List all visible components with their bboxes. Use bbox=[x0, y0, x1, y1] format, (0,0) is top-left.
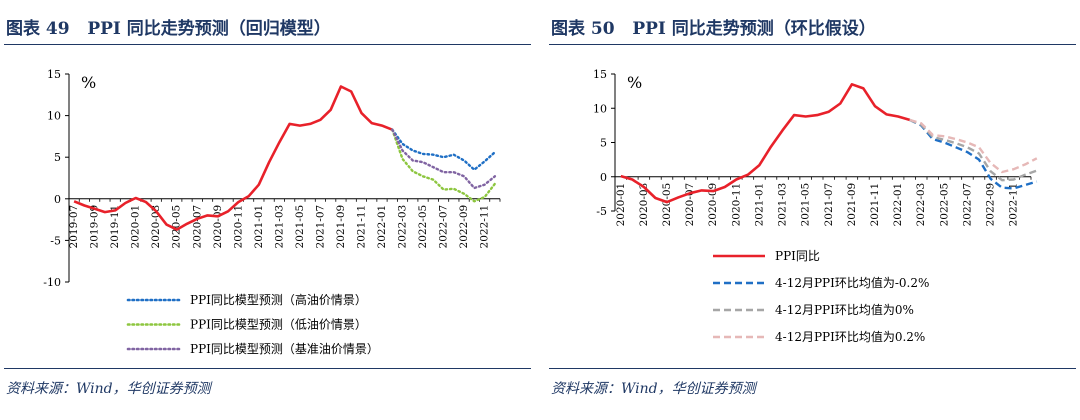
x-tick-label: 2019-09 bbox=[89, 205, 101, 249]
ppi-mom-assumption-chart: -5 0 5 10 15 2020-01 2020-03 2020-05 2020-07 2020… bbox=[593, 68, 1038, 344]
x-tick-label: 2020-03 bbox=[638, 183, 650, 227]
x-tick-label: 2021-09 bbox=[846, 183, 858, 227]
y-tick-label: 15 bbox=[593, 68, 607, 81]
x-tick-label: 2020-05 bbox=[171, 205, 183, 249]
x-tick-label: 2022-09 bbox=[985, 183, 997, 227]
x-tick-label: 2019-07 bbox=[68, 205, 80, 249]
x-tick-label: 2020-01 bbox=[615, 183, 627, 227]
y-tick-label: 15 bbox=[47, 68, 61, 81]
x-tick-label: 2022-07 bbox=[961, 183, 973, 227]
x-tick-label: 2021-01 bbox=[253, 205, 265, 249]
x-tick-label: 2020-07 bbox=[191, 205, 203, 249]
x-tick-label: 2022-11 bbox=[1008, 183, 1020, 227]
x-tick-label: 2022-01 bbox=[892, 183, 904, 227]
x-tick-label: 2020-11 bbox=[730, 183, 742, 227]
y-tick-label: -10 bbox=[43, 276, 61, 289]
x-tick-label: 2022-01 bbox=[376, 205, 388, 249]
x-tick-label: 2022-07 bbox=[438, 205, 450, 249]
series-line bbox=[909, 118, 1038, 182]
legend-label: PPI同比模型预测（低油价情景） bbox=[190, 318, 367, 332]
x-tick-label: 2021-01 bbox=[753, 183, 765, 227]
x-tick-label: 2022-03 bbox=[915, 183, 927, 227]
x-tick-label: 2021-07 bbox=[314, 205, 326, 249]
y-tick-label: 5 bbox=[54, 151, 61, 164]
series-line bbox=[909, 118, 1038, 174]
x-tick-label: 2021-03 bbox=[273, 205, 285, 249]
legend-label: PPI同比模型预测（基准油价情景） bbox=[190, 342, 379, 356]
panel-title: 图表 50 PPI 同比走势预测（环比假设） bbox=[551, 19, 876, 39]
y-tick-label: 0 bbox=[600, 171, 607, 184]
series-line bbox=[391, 128, 497, 203]
y-tick-label: 5 bbox=[600, 137, 607, 150]
x-tick-label: 2021-11 bbox=[355, 205, 367, 249]
legend-label: 4-12月PPI环比均值为0% bbox=[775, 302, 914, 317]
source-divider bbox=[4, 368, 531, 369]
x-tick-label: 2021-07 bbox=[823, 183, 835, 227]
x-tick-label: 2019-11 bbox=[109, 205, 121, 249]
source-note: 资料来源：Wind，华创证券预测 bbox=[551, 381, 756, 397]
title-divider bbox=[549, 44, 1076, 45]
legend-label: 4-12月PPI环比均值为0.2% bbox=[775, 329, 925, 344]
legend-label: 4-12月PPI环比均值为-0.2% bbox=[775, 275, 929, 290]
y-tick-label: 0 bbox=[54, 193, 61, 206]
x-tick-label: 2020-09 bbox=[212, 205, 224, 249]
x-tick-label: 2020-09 bbox=[707, 183, 719, 227]
legend-label: PPI同比模型预测（高油价情景） bbox=[190, 292, 367, 307]
x-tick-label: 2020-07 bbox=[684, 183, 696, 227]
series-line bbox=[909, 118, 1038, 190]
source-divider bbox=[549, 368, 1076, 369]
y-tick-label: 10 bbox=[593, 102, 607, 115]
source-note: 资料来源：Wind，华创证券预测 bbox=[6, 381, 211, 397]
x-tick-label: 2022-09 bbox=[458, 205, 470, 249]
series-line bbox=[391, 128, 497, 190]
panel-title: 图表 49 PPI 同比走势预测（回归模型） bbox=[6, 19, 331, 39]
chart-panel-right: 图表 50 PPI 同比走势预测（环比假设） -5 0 5 10 15 2020-01 20… bbox=[545, 0, 1080, 420]
chart-panel-left: 图表 49 PPI 同比走势预测（回归模型） -10 -5 0 5 10 15 2019-0… bbox=[0, 0, 535, 420]
x-tick-label: 2021-09 bbox=[335, 205, 347, 249]
x-tick-label: 2021-11 bbox=[869, 183, 881, 227]
x-tick-label: 2022-11 bbox=[479, 205, 491, 249]
x-tick-label: 2020-05 bbox=[661, 183, 673, 227]
y-unit-label: % bbox=[81, 73, 96, 92]
title-divider bbox=[4, 44, 531, 45]
x-tick-label: 2022-03 bbox=[397, 205, 409, 249]
y-tick-label: -5 bbox=[596, 205, 607, 218]
y-tick-label: -5 bbox=[50, 234, 61, 247]
x-tick-label: 2020-01 bbox=[130, 205, 142, 249]
ppi-regression-chart: -10 -5 0 5 10 15 2019-07 2019-09 2019-11 2020-01 2… bbox=[43, 68, 501, 356]
legend-label: PPI同比 bbox=[775, 249, 820, 263]
x-tick-label: 2020-11 bbox=[232, 205, 244, 249]
y-tick-label: 10 bbox=[47, 110, 61, 123]
x-tick-label: 2021-05 bbox=[800, 183, 812, 227]
x-tick-label: 2022-05 bbox=[938, 183, 950, 227]
series-line bbox=[620, 83, 911, 204]
x-tick-label: 2021-05 bbox=[294, 205, 306, 249]
y-unit-label: % bbox=[627, 73, 642, 92]
x-tick-label: 2021-03 bbox=[777, 183, 789, 227]
x-tick-label: 2022-05 bbox=[417, 205, 429, 249]
series-line bbox=[73, 85, 393, 231]
